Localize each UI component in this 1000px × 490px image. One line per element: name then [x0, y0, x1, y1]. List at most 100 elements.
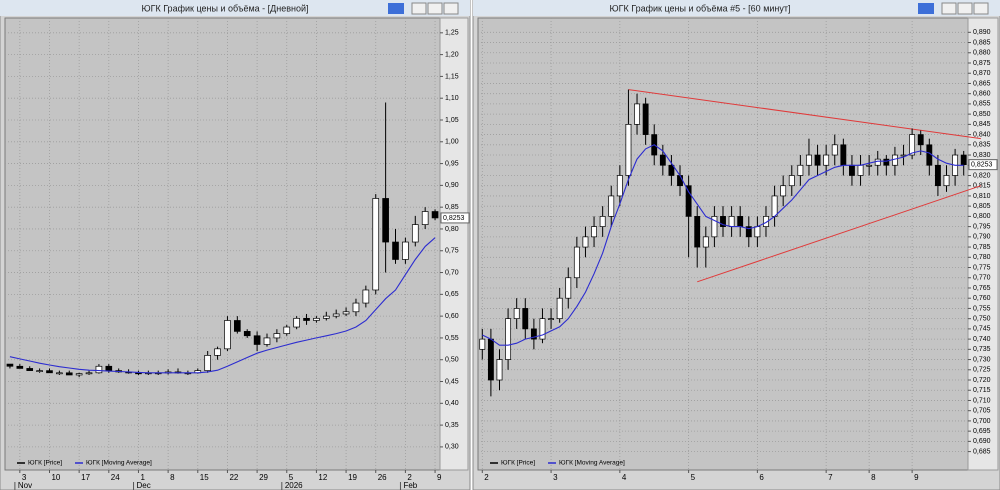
y-tick-label: 0,690 [973, 438, 991, 445]
candle-body [530, 328, 537, 340]
y-tick-label: 0,80 [445, 226, 459, 233]
candle-body [382, 198, 389, 243]
candle-body [556, 297, 563, 320]
x-tick-label: 24 [111, 473, 120, 482]
candle-body [411, 224, 419, 243]
legend-label: ЮГК [Price] [501, 460, 535, 467]
candle-body [814, 154, 821, 166]
window-title: ЮГК График цены и объёма - [Дневной] [141, 3, 308, 13]
candle-body [677, 175, 683, 187]
y-tick-label: 0,845 [973, 121, 991, 128]
y-tick-label: 0,75 [445, 248, 459, 255]
candle-body [840, 144, 847, 166]
y-tick-label: 1,15 [445, 73, 459, 80]
candle-body [263, 337, 271, 345]
candle-body [431, 211, 439, 219]
last-price-label: 0,8253 [971, 161, 993, 168]
y-tick-label: 0,60 [445, 313, 459, 320]
y-tick-label: 0,725 [973, 367, 991, 374]
candle-body [16, 365, 24, 369]
candle-body [943, 175, 950, 187]
candle-body [685, 185, 692, 217]
candle-body [56, 372, 63, 375]
minimize-button[interactable] [411, 2, 427, 15]
candle-body [95, 365, 103, 374]
candle-body [487, 338, 494, 381]
candle-body [763, 216, 769, 227]
x-tick-label: 5 [289, 473, 294, 482]
candle-body [711, 216, 718, 238]
y-tick-label: 0,35 [445, 422, 459, 429]
y-tick-label: 0,700 [973, 418, 991, 425]
candle-body [6, 363, 14, 367]
x-tick-label: 2 [484, 473, 489, 482]
x-tick-label: 8 [170, 473, 175, 482]
candle-body [224, 320, 231, 350]
y-tick-label: 0,855 [973, 101, 991, 108]
close-button[interactable] [443, 2, 459, 15]
candle-body [771, 195, 778, 217]
candle-body [909, 134, 916, 156]
candle-body [539, 318, 546, 340]
candle-body [892, 154, 898, 166]
maximize-button[interactable] [427, 2, 443, 15]
x-tick-label: 15 [200, 473, 209, 482]
x-tick-label: 3 [553, 473, 558, 482]
pin-button[interactable] [388, 3, 404, 14]
month-label: Dec [137, 481, 151, 490]
candle-body [694, 216, 701, 248]
close-button[interactable] [973, 2, 989, 15]
candle-body [934, 164, 941, 187]
candle-body [283, 326, 291, 334]
y-axis-area [439, 17, 469, 471]
y-tick-label: 0,705 [973, 408, 991, 415]
candle-body [234, 320, 241, 332]
candle-body [926, 144, 933, 166]
y-tick-label: 0,735 [973, 346, 991, 353]
y-tick-label: 1,05 [445, 117, 459, 124]
pin-button[interactable] [918, 3, 934, 14]
x-tick-label: 22 [229, 473, 238, 482]
minimize-button[interactable] [941, 2, 957, 15]
y-tick-label: 0,745 [973, 326, 991, 333]
y-tick-label: 0,765 [973, 285, 991, 292]
y-tick-label: 0,40 [445, 400, 459, 407]
candle-body [392, 241, 399, 260]
legend-label: ЮГК [Moving Average] [86, 460, 152, 467]
candle-body [273, 333, 281, 339]
candle-body [496, 359, 503, 381]
last-price-box [968, 159, 998, 171]
maximize-button[interactable] [957, 2, 973, 15]
candle-body [831, 144, 838, 156]
x-tick-label: 8 [871, 473, 876, 482]
candle-body [728, 216, 735, 227]
moving-average-line [9, 237, 436, 374]
y-tick-label: 0,715 [973, 387, 991, 394]
x-tick-label: 29 [259, 473, 268, 482]
y-tick-label: 0,85 [445, 204, 459, 211]
candle-body [659, 154, 666, 166]
y-tick-label: 0,775 [973, 264, 991, 271]
y-tick-label: 0,820 [973, 172, 991, 179]
candle-body [823, 154, 830, 166]
candle-body [332, 313, 340, 317]
y-tick-label: 0,870 [973, 70, 991, 77]
candle-body [421, 211, 429, 225]
y-tick-label: 0,65 [445, 291, 459, 298]
x-tick-label: 6 [759, 473, 764, 482]
x-tick-label: 9 [914, 473, 919, 482]
x-tick-label: 10 [51, 473, 60, 482]
candle-body [573, 246, 580, 279]
legend-label: ЮГК [Price] [28, 460, 62, 467]
candle-body [634, 103, 640, 125]
month-label: Nov [18, 481, 32, 490]
candle-body [780, 185, 787, 197]
candle-body [745, 226, 752, 238]
y-tick-label: 0,55 [445, 335, 459, 342]
plot-area [477, 17, 969, 471]
candle-body [754, 226, 761, 238]
y-tick-label: 0,50 [445, 357, 459, 364]
y-tick-label: 0,685 [973, 448, 991, 455]
x-tick-label: 26 [378, 473, 387, 482]
y-tick-label: 1,25 [445, 30, 459, 37]
